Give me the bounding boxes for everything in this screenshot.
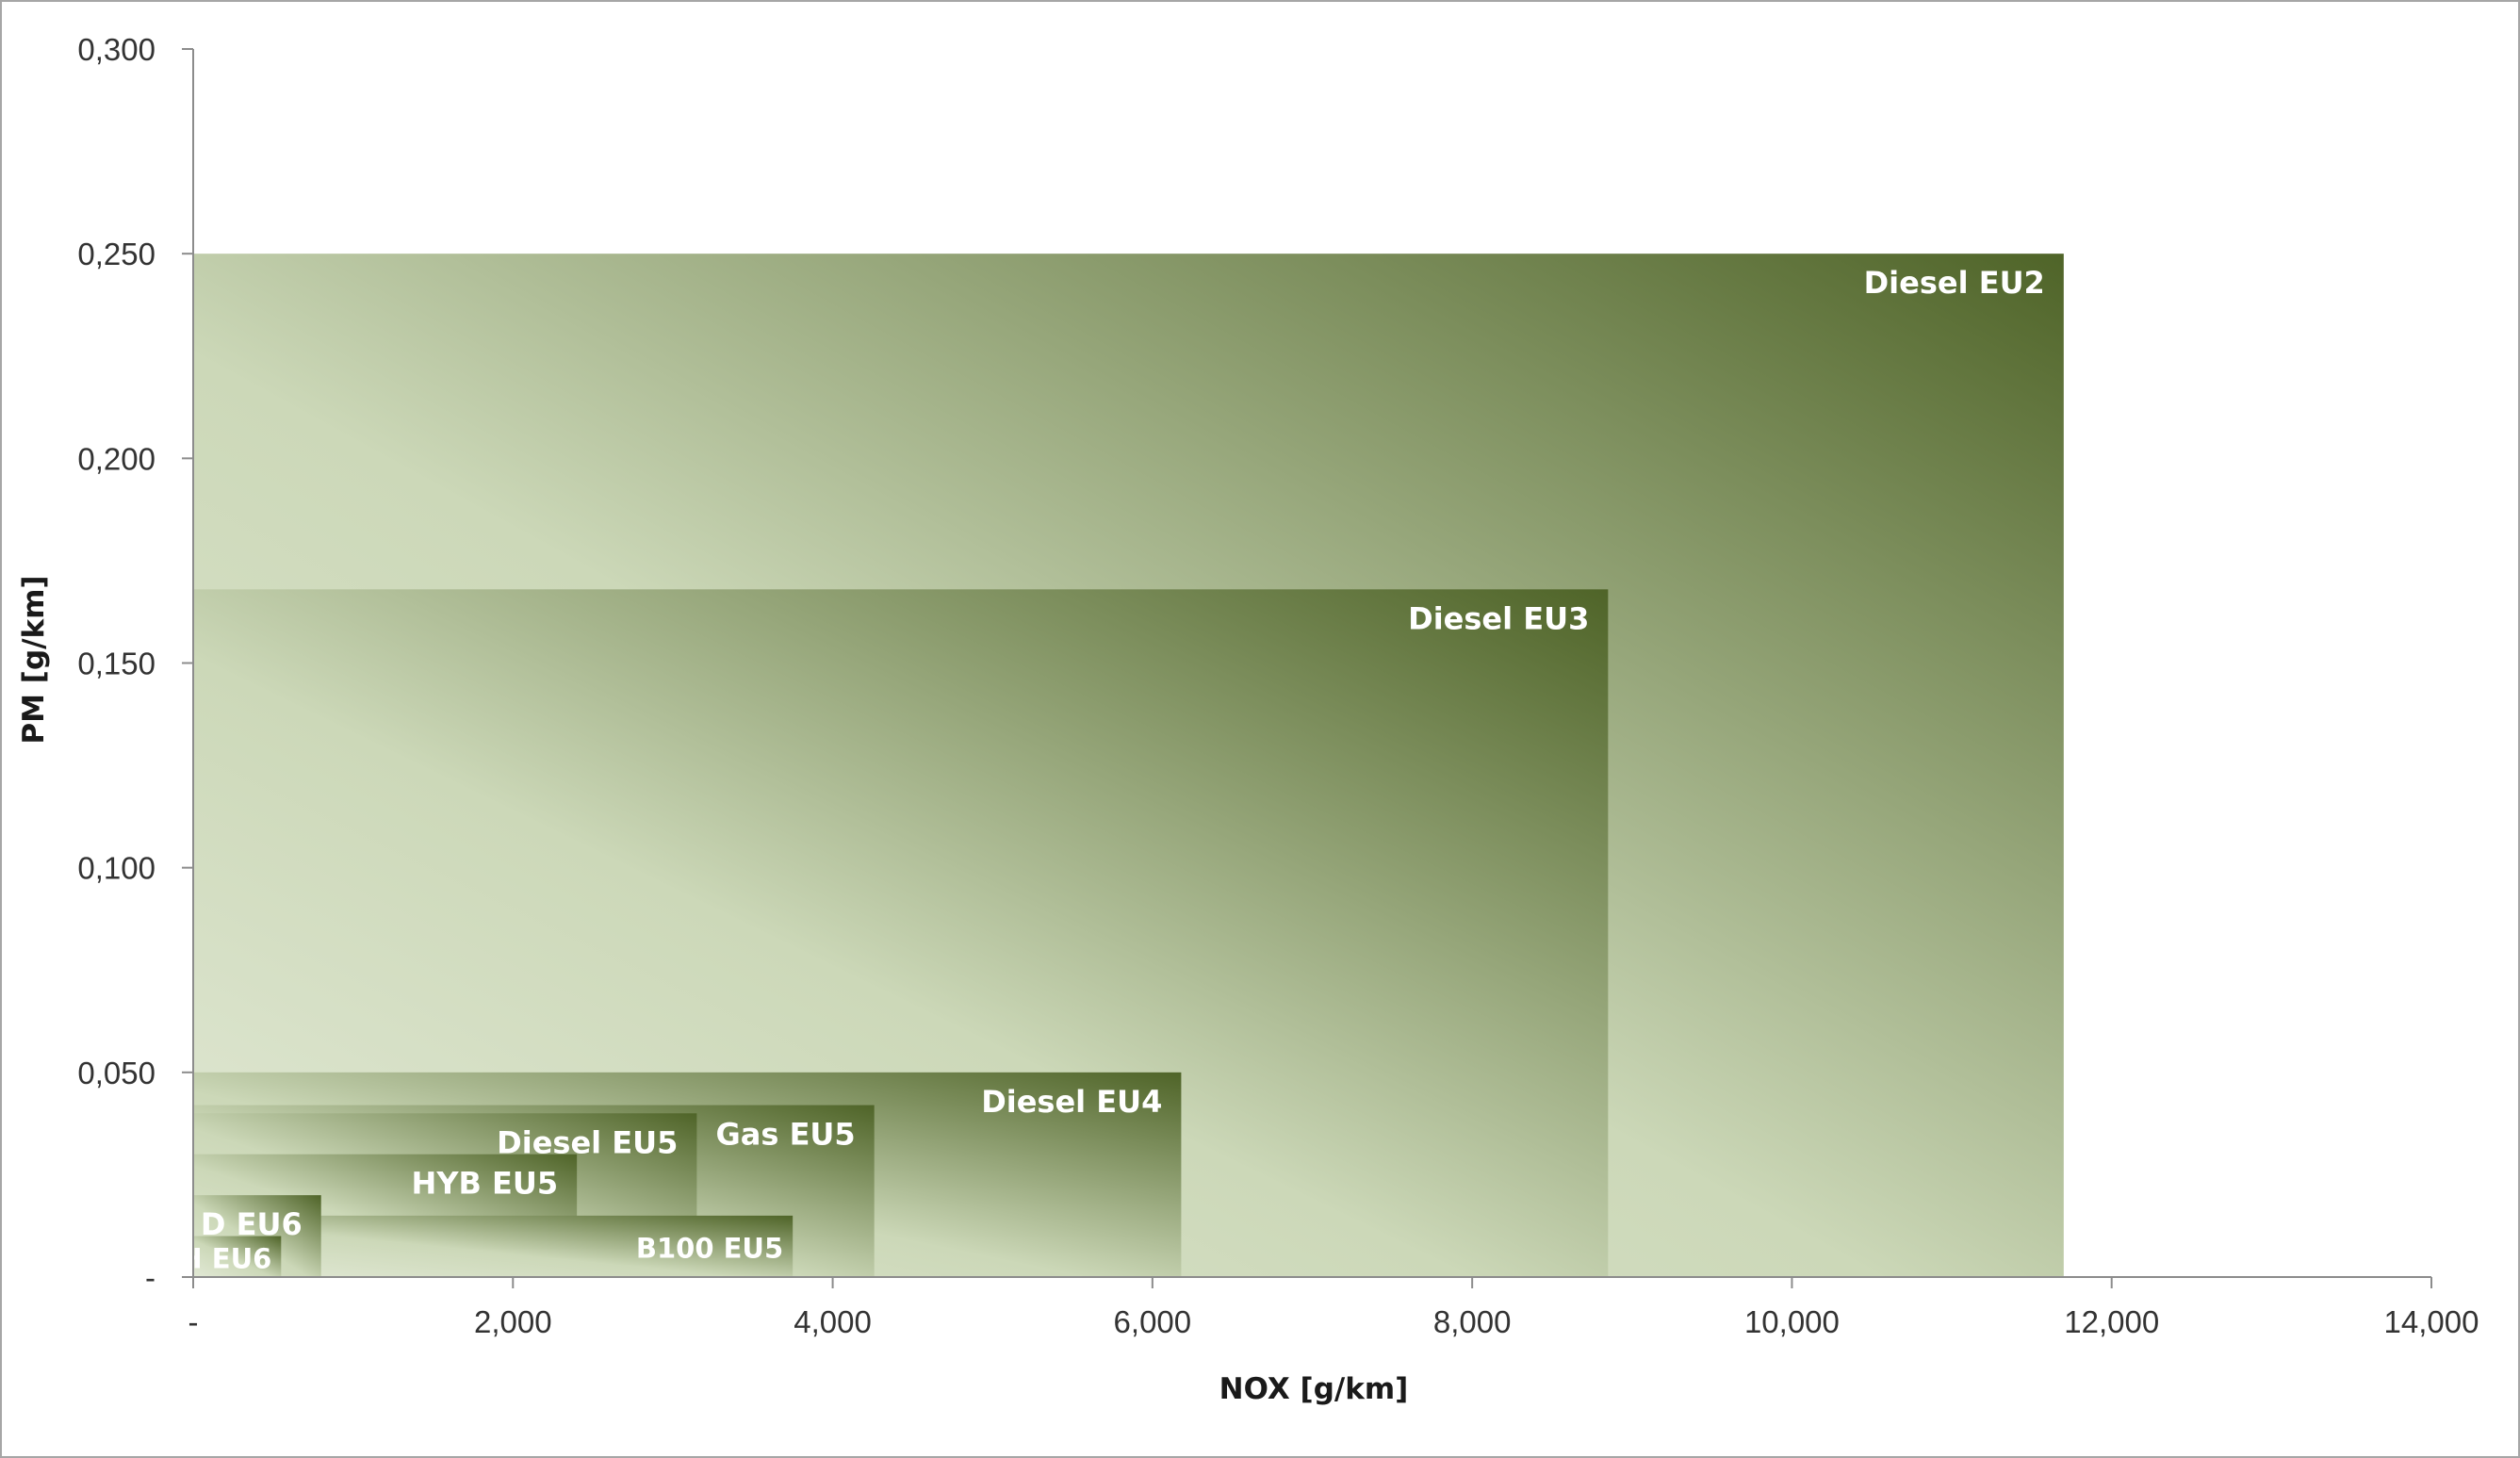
label-h-eu6: H EU6 (179, 1242, 271, 1274)
x-tick-label: 8,000 (1433, 1304, 1512, 1339)
label-hyb-eu5: HYB EU5 (412, 1166, 559, 1202)
y-axis-title: PM [g/km] (17, 575, 51, 744)
y-tick-label: 0,100 (77, 851, 155, 886)
x-tick-label: - (188, 1304, 199, 1339)
x-tick-label: 12,000 (2064, 1304, 2159, 1339)
y-tick-label: 0,150 (77, 647, 155, 681)
label-diesel-eu4: Diesel EU4 (981, 1084, 1162, 1120)
y-tick-label: 0,200 (77, 441, 155, 476)
label-diesel-eu2: Diesel EU2 (1864, 265, 2045, 301)
label-gas-eu5: Gas EU5 (716, 1117, 856, 1153)
x-tick-label: 2,000 (474, 1304, 552, 1339)
axes (182, 48, 2432, 1288)
box-h-eu6 (193, 1236, 282, 1277)
x-tick-label: 6,000 (1114, 1304, 1192, 1339)
x-tick-label: 4,000 (794, 1304, 872, 1339)
x-tick-label: 10,000 (1744, 1304, 1840, 1339)
y-tick-label: - (145, 1260, 155, 1295)
x-tick-label: 14,000 (2384, 1304, 2479, 1339)
label-b100-eu5: B100 EU5 (636, 1233, 783, 1265)
y-tick-label: 0,050 (77, 1056, 155, 1090)
y-tick-label: 0,250 (77, 237, 155, 271)
y-tick-label: 0,300 (77, 32, 155, 67)
x-axis-title: NOX [g/km] (1219, 1372, 1409, 1406)
label-diesel-eu3: Diesel EU3 (1408, 600, 1589, 636)
tick-labels: - 2,000 4,000 6,000 8,000 10,000 12,000 14,000 -… (77, 32, 2479, 1339)
